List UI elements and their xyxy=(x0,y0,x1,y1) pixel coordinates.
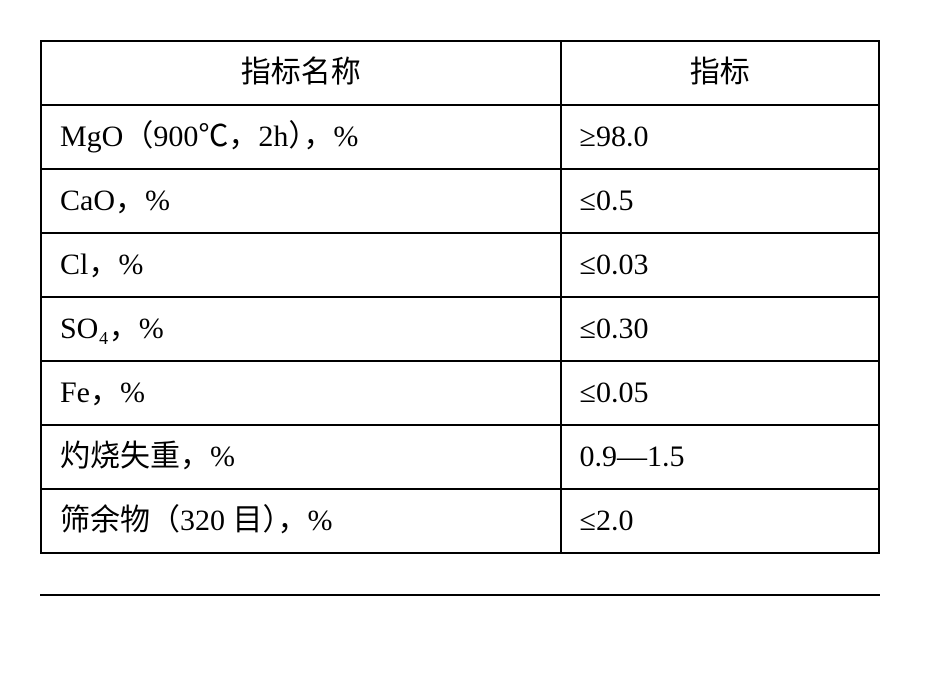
column-header-value: 指标 xyxy=(561,41,879,105)
table-row: 灼烧失重，% 0.9—1.5 xyxy=(41,425,879,489)
cell-label: Fe，% xyxy=(41,361,561,425)
cell-value: 0.9—1.5 xyxy=(561,425,879,489)
cell-value: ≤0.05 xyxy=(561,361,879,425)
table-row: CaO，% ≤0.5 xyxy=(41,169,879,233)
cell-label: 筛余物（320 目），% xyxy=(41,489,561,553)
table-row: Fe，% ≤0.05 xyxy=(41,361,879,425)
cell-value: ≤0.30 xyxy=(561,297,879,361)
cell-label: 灼烧失重，% xyxy=(41,425,561,489)
cell-label: SO₄，% xyxy=(41,297,561,361)
spec-table: 指标名称 指标 MgO（900℃，2h），% ≥98.0 CaO，% ≤0.5 … xyxy=(40,40,880,554)
cell-value: ≤0.03 xyxy=(561,233,879,297)
table-row: MgO（900℃，2h），% ≥98.0 xyxy=(41,105,879,169)
cell-label: Cl，% xyxy=(41,233,561,297)
cell-value: ≤2.0 xyxy=(561,489,879,553)
cell-value: ≤0.5 xyxy=(561,169,879,233)
cell-value: ≥98.0 xyxy=(561,105,879,169)
table-header-row: 指标名称 指标 xyxy=(41,41,879,105)
table-row: 筛余物（320 目），% ≤2.0 xyxy=(41,489,879,553)
table-row: SO₄，% ≤0.30 xyxy=(41,297,879,361)
table-row: Cl，% ≤0.03 xyxy=(41,233,879,297)
column-header-name: 指标名称 xyxy=(41,41,561,105)
cell-label: MgO（900℃，2h），% xyxy=(41,105,561,169)
cell-label: CaO，% xyxy=(41,169,561,233)
table-container: 指标名称 指标 MgO（900℃，2h），% ≥98.0 CaO，% ≤0.5 … xyxy=(40,40,880,596)
